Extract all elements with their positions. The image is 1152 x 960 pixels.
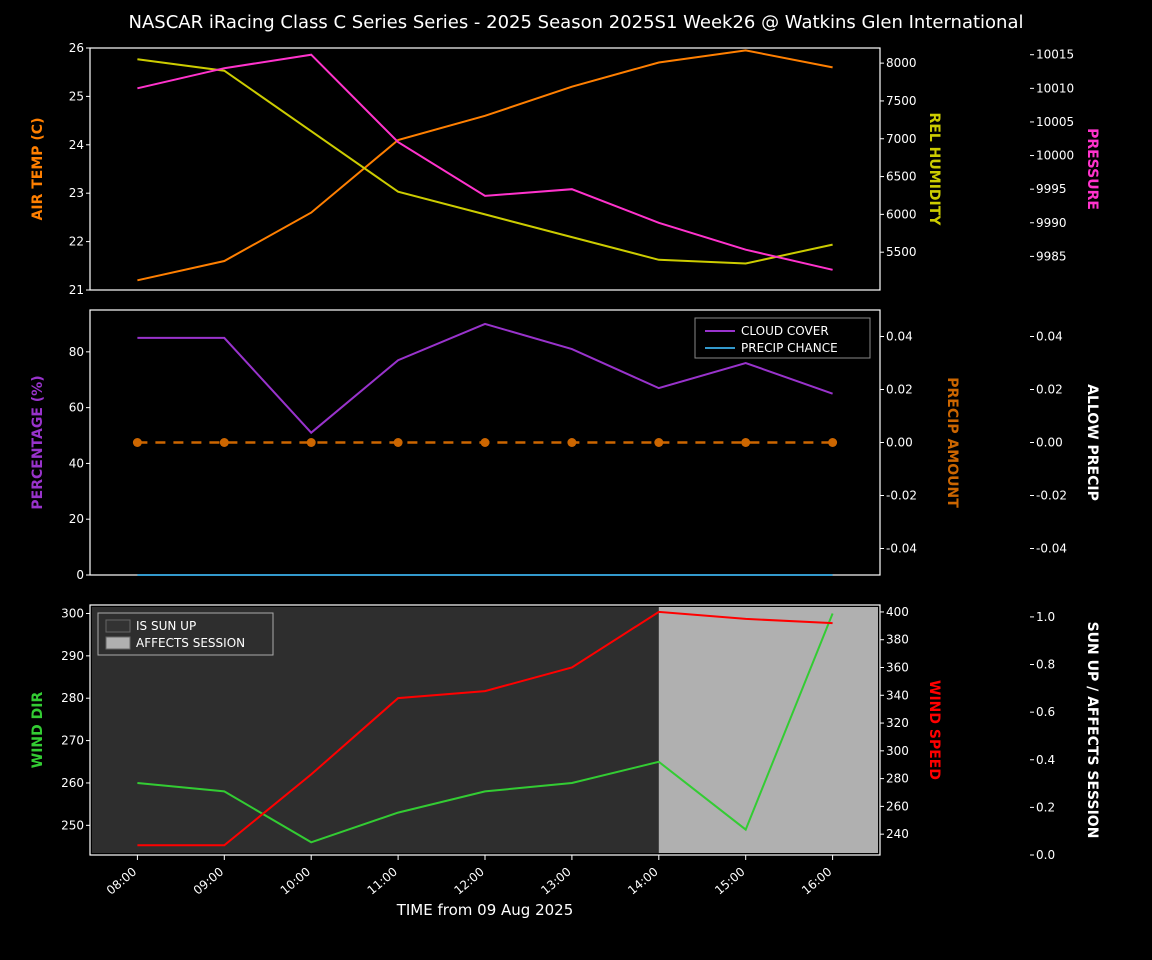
svg-text:400: 400 [886,605,909,619]
svg-text:7500: 7500 [886,94,917,108]
svg-text:80: 80 [69,345,84,359]
svg-text:320: 320 [886,716,909,730]
chart-title: NASCAR iRacing Class C Series Series - 2… [129,12,1024,33]
svg-text:270: 270 [61,734,84,748]
svg-text:IS SUN UP: IS SUN UP [136,619,196,633]
svg-text:380: 380 [886,633,909,647]
svg-text:0.00: 0.00 [1036,436,1063,450]
svg-text:0.04: 0.04 [1036,330,1063,344]
svg-text:9990: 9990 [1036,216,1067,230]
svg-text:5500: 5500 [886,245,917,259]
svg-text:280: 280 [886,772,909,786]
svg-text:0.0: 0.0 [1036,848,1055,862]
svg-text:10000: 10000 [1036,149,1074,163]
svg-text:-0.04: -0.04 [1036,542,1067,556]
svg-text:1.0: 1.0 [1036,610,1055,624]
svg-text:240: 240 [886,827,909,841]
svg-text:23: 23 [69,186,84,200]
svg-text:290: 290 [61,649,84,663]
svg-text:7000: 7000 [886,132,917,146]
x-axis-label: TIME from 09 Aug 2025 [396,901,574,919]
weather-charts: NASCAR iRacing Class C Series Series - 2… [0,0,1152,960]
svg-text:21: 21 [69,283,84,297]
svg-text:ALLOW PRECIP: ALLOW PRECIP [1084,384,1100,501]
svg-text:-0.02: -0.02 [886,489,917,503]
svg-text:9995: 9995 [1036,182,1067,196]
svg-text:0.6: 0.6 [1036,705,1055,719]
svg-text:280: 280 [61,691,84,705]
svg-text:40: 40 [69,456,84,470]
svg-text:PRESSURE: PRESSURE [1084,128,1100,210]
svg-text:-0.02: -0.02 [1036,489,1067,503]
svg-text:250: 250 [61,818,84,832]
svg-text:0: 0 [76,568,84,582]
svg-text:300: 300 [61,606,84,620]
svg-text:AFFECTS SESSION: AFFECTS SESSION [136,636,245,650]
svg-text:0.00: 0.00 [886,436,913,450]
svg-text:0.04: 0.04 [886,330,913,344]
svg-text:26: 26 [69,41,84,55]
svg-text:CLOUD COVER: CLOUD COVER [741,324,829,338]
svg-text:60: 60 [69,401,84,415]
svg-text:SUN UP / AFFECTS SESSION: SUN UP / AFFECTS SESSION [1084,622,1100,839]
svg-text:0.2: 0.2 [1036,800,1055,814]
svg-text:360: 360 [886,661,909,675]
svg-text:0.4: 0.4 [1036,753,1055,767]
svg-text:PRECIP CHANCE: PRECIP CHANCE [741,341,838,355]
svg-text:22: 22 [69,235,84,249]
svg-text:10005: 10005 [1036,115,1074,129]
svg-text:6500: 6500 [886,170,917,184]
svg-text:8000: 8000 [886,56,917,70]
svg-text:24: 24 [69,138,84,152]
svg-text:10010: 10010 [1036,81,1074,95]
svg-text:300: 300 [886,744,909,758]
svg-text:WIND SPEED: WIND SPEED [926,680,942,780]
svg-text:0.02: 0.02 [1036,383,1063,397]
svg-text:PRECIP AMOUNT: PRECIP AMOUNT [944,377,960,508]
svg-text:AIR TEMP (C): AIR TEMP (C) [30,118,46,221]
svg-text:9985: 9985 [1036,249,1067,263]
svg-text:6000: 6000 [886,207,917,221]
svg-text:0.02: 0.02 [886,383,913,397]
svg-text:25: 25 [69,89,84,103]
svg-text:260: 260 [61,776,84,790]
svg-text:WIND DIR: WIND DIR [30,692,46,769]
svg-text:REL HUMIDITY: REL HUMIDITY [926,113,942,227]
svg-text:PERCENTAGE (%): PERCENTAGE (%) [30,375,46,509]
svg-text:-0.04: -0.04 [886,542,917,556]
svg-text:0.8: 0.8 [1036,658,1055,672]
svg-text:20: 20 [69,512,84,526]
svg-text:260: 260 [886,799,909,813]
svg-text:10015: 10015 [1036,48,1074,62]
svg-text:340: 340 [886,688,909,702]
